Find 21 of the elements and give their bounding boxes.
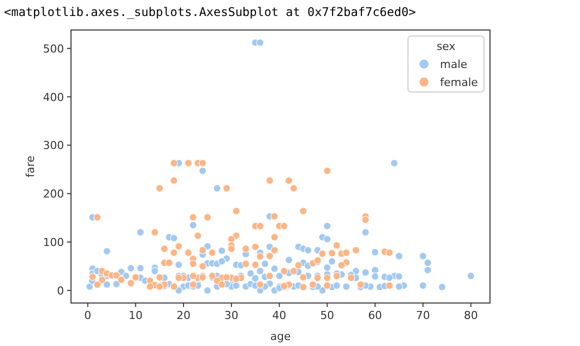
y-axis-title: fare xyxy=(24,155,37,178)
x-tick-label: 0 xyxy=(84,309,92,322)
y-tick-label: 200 xyxy=(43,188,64,201)
x-tick-label: 50 xyxy=(320,309,334,322)
legend-label: female xyxy=(440,76,478,89)
x-axis-title: age xyxy=(270,330,291,343)
x-tick-label: 10 xyxy=(128,309,143,322)
y-tick-label: 300 xyxy=(43,139,64,152)
x-tick-label: 70 xyxy=(416,309,430,322)
x-tick-label: 30 xyxy=(224,309,238,322)
legend-title: sex xyxy=(436,40,456,53)
y-tick-label: 400 xyxy=(43,90,64,104)
x-tick-label: 60 xyxy=(368,309,382,322)
legend-label: male xyxy=(440,58,468,71)
y-tick-label: 0 xyxy=(57,284,64,298)
text: <matplotlib.axes._subplots.AxesSubplot at 0x7f2baf7c6ed0> xyxy=(4,5,416,19)
x-tick-label: 20 xyxy=(176,309,191,322)
x-tick-label: 40 xyxy=(272,309,286,322)
y-tick-label: 100 xyxy=(43,236,64,250)
y-tick-label: 500 xyxy=(43,42,64,56)
x-tick-label: 80 xyxy=(464,309,478,322)
